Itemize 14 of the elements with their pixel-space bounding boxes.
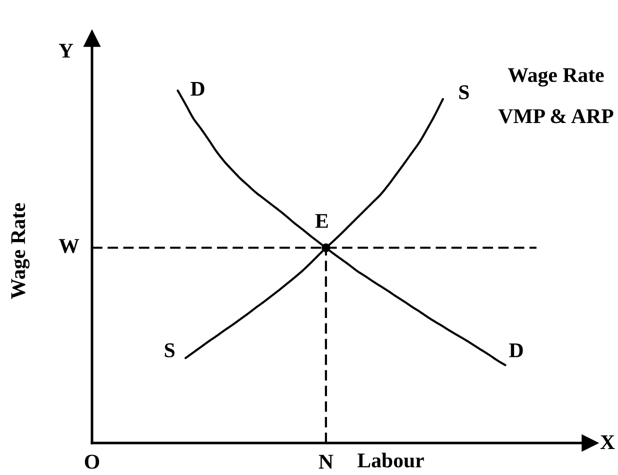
text: X xyxy=(600,435,615,450)
y-axis-title: Wage Rate xyxy=(11,203,30,299)
text: S xyxy=(459,85,469,100)
series-label: S xyxy=(164,343,174,358)
annotation: VMP & ARP xyxy=(498,109,614,124)
series-label: E xyxy=(315,214,328,228)
text: Y xyxy=(58,44,74,58)
series-label: W xyxy=(58,239,80,254)
x-tick-label: O xyxy=(84,454,100,469)
text: Wage Rate xyxy=(508,68,604,86)
text: D xyxy=(509,343,523,358)
x-tick-label: N xyxy=(318,454,334,469)
series-label: D xyxy=(190,82,204,96)
x-axis-title: Labour xyxy=(358,452,424,468)
